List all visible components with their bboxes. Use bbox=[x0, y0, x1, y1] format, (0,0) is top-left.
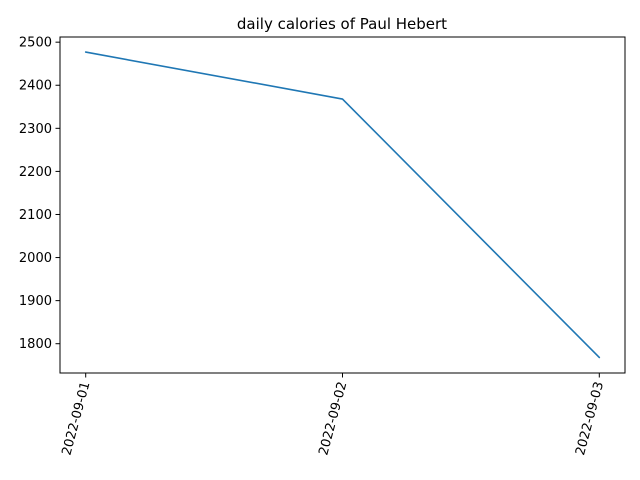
y-tick-label: 1800 bbox=[19, 337, 52, 352]
plot-frame bbox=[59, 36, 626, 374]
x-tick-label: 2022-09-03 bbox=[573, 380, 607, 457]
x-tick-label: 2022-09-02 bbox=[316, 380, 350, 457]
plot-area bbox=[84, 51, 601, 359]
y-tick-label: 2200 bbox=[19, 165, 52, 180]
series-line-0 bbox=[84, 51, 601, 359]
y-axis: 1800 1900 2000 2100 2200 2300 2400 2500 bbox=[19, 36, 60, 352]
y-tick-label: 1900 bbox=[19, 294, 52, 309]
y-tick-label: 2000 bbox=[19, 251, 52, 266]
x-tick-label: 2022-09-01 bbox=[60, 380, 94, 457]
y-tick-label: 2500 bbox=[19, 36, 52, 51]
x-axis: 2022-09-01 2022-09-02 2022-09-03 bbox=[60, 373, 607, 457]
chart-title: daily calories of Paul Hebert bbox=[237, 15, 447, 33]
y-tick-label: 2100 bbox=[19, 208, 52, 223]
y-tick-label: 2300 bbox=[19, 122, 52, 137]
y-tick-label: 2400 bbox=[19, 79, 52, 94]
